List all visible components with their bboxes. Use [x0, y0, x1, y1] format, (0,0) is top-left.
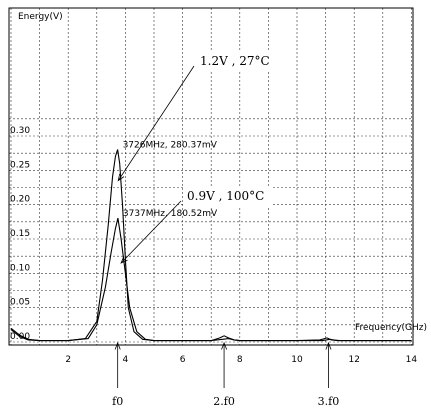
harmonic-marker: 3.f0 [318, 341, 340, 408]
grid-lines [9, 8, 413, 345]
y-tick-label: 0.10 [10, 263, 30, 273]
harmonic-marker: 2.f0 [213, 341, 235, 408]
series-callout: 1.2V , 27°C [117, 50, 276, 182]
callout-label: 0.9V , 100°C [187, 189, 264, 203]
harmonic-marker: f0 [112, 341, 123, 408]
callout-box [183, 186, 273, 206]
peak-annotation: 3737MHz, 180.52mV [123, 209, 218, 219]
peak-annotations: 3726MHz, 280.37mV 3737MHz, 180.52mV [123, 141, 218, 220]
arrow-head [325, 341, 332, 350]
arrow-shaft [120, 200, 182, 264]
x-tick-label: 12 [348, 355, 359, 365]
plot-frame [8, 7, 414, 346]
arrow-head [117, 173, 125, 182]
x-tick-label: 10 [291, 355, 303, 365]
x-tick-label: 6 [180, 355, 186, 365]
y-tick-label: 0.15 [10, 229, 30, 239]
callout-box [196, 50, 276, 72]
harmonic-arrow [114, 341, 121, 388]
harmonic-label: f0 [112, 395, 123, 408]
series-lines [10, 149, 412, 342]
harmonic-markers: f0 2.f0 3.f0 [112, 341, 340, 408]
callout-label: 1.2V , 27°C [200, 54, 270, 68]
x-tick-labels: 2 4 6 8 10 12 14 [65, 355, 417, 365]
harmonic-label: 2.f0 [213, 395, 235, 408]
harmonic-label: 3.f0 [318, 395, 340, 408]
arrow-shaft [117, 65, 195, 181]
y-tick-labels: 0.000.050.100.150.200.250.30 [10, 126, 30, 342]
y-tick-label: 0.20 [10, 195, 30, 205]
arrow-head [221, 341, 228, 350]
series-line-1 [10, 149, 412, 342]
plot-border [8, 7, 414, 346]
arrow-head [114, 341, 121, 350]
series-line-2 [10, 217, 412, 342]
y-tick-label: 0.30 [10, 126, 30, 136]
x-tick-label: 8 [237, 355, 243, 365]
x-tick-label: 14 [406, 355, 418, 365]
y-tick-label: 0.25 [10, 160, 30, 170]
y-axis-label: Energy(V) [18, 12, 63, 22]
arrow-head [120, 256, 128, 264]
x-tick-label: 2 [65, 355, 71, 365]
series-callouts: 1.2V , 27°C 0.9V , 100°C [117, 50, 276, 264]
peak-annotation: 3726MHz, 280.37mV [123, 141, 218, 151]
x-tick-label: 4 [123, 355, 129, 365]
harmonic-arrow [325, 341, 332, 388]
series-callout: 0.9V , 100°C [120, 186, 273, 264]
callout-arrow [117, 65, 195, 182]
y-tick-label: 0.05 [10, 298, 30, 308]
callout-arrow [120, 200, 182, 264]
harmonic-arrow [221, 341, 228, 388]
x-axis-label: Frequency(GHz) [355, 323, 427, 333]
